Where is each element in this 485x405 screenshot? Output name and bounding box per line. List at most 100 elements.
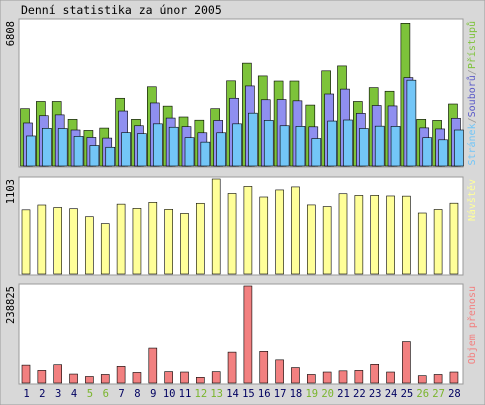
x-tick-label-day-26: 26 bbox=[416, 388, 429, 400]
legend-item-volume-0: Objem přenosu bbox=[466, 286, 478, 364]
x-tick-label-day-23: 23 bbox=[369, 388, 382, 400]
panel-visits: 1103 Návštěv bbox=[5, 176, 478, 276]
bar-str-nekday-21 bbox=[343, 119, 353, 167]
bar-volume-day-28 bbox=[449, 371, 459, 384]
bar-str-nekday-8 bbox=[137, 133, 147, 167]
bar-visits-day-6 bbox=[100, 223, 110, 275]
panel-max-label-volume: 238825 bbox=[5, 286, 17, 324]
x-tick-label-day-8: 8 bbox=[134, 388, 140, 400]
bar-visits-day-27 bbox=[433, 209, 443, 275]
x-tick-label-day-22: 22 bbox=[353, 388, 366, 400]
bar-volume-day-2 bbox=[37, 370, 47, 384]
x-tick-label-day-19: 19 bbox=[305, 388, 318, 400]
bar-volume-day-8 bbox=[132, 372, 142, 384]
bar-str-nekday-14 bbox=[232, 123, 242, 167]
legend-item-traffic-3: / bbox=[467, 69, 478, 75]
legend-item-visits-0: Návštěv bbox=[466, 179, 478, 221]
x-tick-label-day-18: 18 bbox=[290, 388, 303, 400]
bar-str-nekday-19 bbox=[311, 138, 322, 167]
bar-str-nekday-24 bbox=[390, 126, 401, 167]
bar-str-nekday-11 bbox=[184, 137, 195, 167]
x-tick-label-day-25: 25 bbox=[401, 388, 414, 400]
bar-str-nekday-2 bbox=[42, 128, 52, 167]
x-tick-label-day-15: 15 bbox=[242, 388, 255, 400]
bar-visits-day-19 bbox=[306, 204, 316, 275]
panel-legend-traffic: Stránek/Souborů/Přístupů bbox=[466, 21, 478, 166]
bar-str-nekday-15 bbox=[248, 112, 258, 167]
x-tick-label-day-12: 12 bbox=[195, 388, 208, 400]
bar-volume-day-15 bbox=[243, 285, 253, 384]
bar-str-nekday-6 bbox=[105, 146, 116, 167]
bar-str-nekday-7 bbox=[121, 132, 131, 167]
bar-str-nekday-25 bbox=[406, 79, 417, 167]
bar-visits-day-13 bbox=[211, 178, 221, 275]
bar-visits-day-10 bbox=[164, 209, 173, 275]
x-tick-label-day-3: 3 bbox=[55, 388, 61, 400]
bar-volume-day-4 bbox=[69, 373, 78, 384]
bar-str-nekday-26 bbox=[422, 137, 433, 167]
x-tick-label-day-13: 13 bbox=[210, 388, 223, 400]
bar-volume-day-5 bbox=[85, 376, 94, 384]
bar-visits-day-28 bbox=[449, 202, 459, 275]
bar-visits-day-8 bbox=[132, 208, 142, 275]
bar-volume-day-12 bbox=[196, 377, 205, 384]
x-tick-label-day-16: 16 bbox=[258, 388, 271, 400]
bar-volume-day-13 bbox=[211, 371, 221, 384]
bar-volume-day-17 bbox=[275, 359, 284, 384]
bar-visits-day-23 bbox=[370, 195, 380, 275]
bar-volume-day-16 bbox=[259, 351, 269, 384]
x-tick-label-day-5: 5 bbox=[87, 388, 93, 400]
bar-visits-day-12 bbox=[196, 202, 205, 275]
bar-visits-day-24 bbox=[386, 195, 395, 275]
bar-str-nekday-16 bbox=[263, 120, 274, 167]
x-tick-label-day-28: 28 bbox=[448, 388, 461, 400]
bar-str-nekday-12 bbox=[200, 141, 211, 167]
bar-visits-day-5 bbox=[85, 216, 94, 275]
bar-volume-day-14 bbox=[227, 351, 237, 384]
bar-str-nekday-18 bbox=[295, 126, 306, 167]
bar-volume-day-18 bbox=[291, 367, 300, 384]
bar-volume-day-21 bbox=[338, 370, 348, 384]
bar-visits-day-2 bbox=[37, 204, 47, 275]
legend-item-traffic-4: Přístupů bbox=[466, 21, 478, 69]
panel-max-label-visits: 1103 bbox=[5, 179, 17, 204]
bar-str-nekday-27 bbox=[438, 139, 448, 167]
bar-str-nekday-9 bbox=[153, 123, 163, 167]
legend-item-traffic-2: Souborů bbox=[466, 75, 478, 117]
bar-volume-day-24 bbox=[386, 371, 395, 384]
bar-str-nekday-3 bbox=[57, 128, 68, 167]
bar-volume-day-23 bbox=[370, 364, 380, 384]
x-axis-day-labels: 1 2 3 4 5 6 7 8 9 10 11 12 13 14 15 16 17 18 19 20 21 22 23 24 2… bbox=[23, 388, 460, 400]
bar-volume-day-19 bbox=[306, 374, 316, 384]
bar-str-nekday-5 bbox=[89, 145, 100, 167]
bar-visits-day-7 bbox=[116, 203, 126, 275]
bar-volume-day-22 bbox=[354, 370, 364, 384]
x-tick-label-day-21: 21 bbox=[337, 388, 350, 400]
panel-legend-visits: Návštěv bbox=[466, 179, 478, 221]
bar-str-nekday-22 bbox=[359, 128, 369, 167]
bar-str-nekday-13 bbox=[216, 132, 226, 167]
x-tick-label-day-4: 4 bbox=[71, 388, 77, 400]
bar-visits-day-22 bbox=[354, 195, 364, 275]
bar-visits-day-4 bbox=[69, 208, 78, 275]
legend-item-traffic-0: Stránek bbox=[466, 123, 478, 165]
bar-visits-day-16 bbox=[259, 196, 269, 275]
bar-volume-day-3 bbox=[53, 364, 63, 384]
bar-str-nekday-4 bbox=[73, 136, 84, 167]
bar-volume-day-7 bbox=[116, 366, 126, 384]
bar-volume-day-25 bbox=[402, 341, 411, 384]
bar-volume-day-20 bbox=[322, 371, 332, 384]
x-tick-label-day-27: 27 bbox=[432, 388, 445, 400]
bar-volume-day-10 bbox=[164, 371, 173, 384]
bar-str-nekday-17 bbox=[279, 125, 290, 167]
x-tick-label-day-2: 2 bbox=[39, 388, 45, 400]
chart-title: Denní statistika za únor 2005 bbox=[21, 3, 222, 17]
x-tick-label-day-24: 24 bbox=[385, 388, 398, 400]
bar-visits-day-1 bbox=[21, 209, 31, 275]
bar-visits-day-17 bbox=[275, 189, 284, 275]
x-tick-label-day-6: 6 bbox=[103, 388, 109, 400]
bar-volume-day-27 bbox=[433, 374, 443, 384]
bar-str-nekday-20 bbox=[327, 120, 337, 167]
